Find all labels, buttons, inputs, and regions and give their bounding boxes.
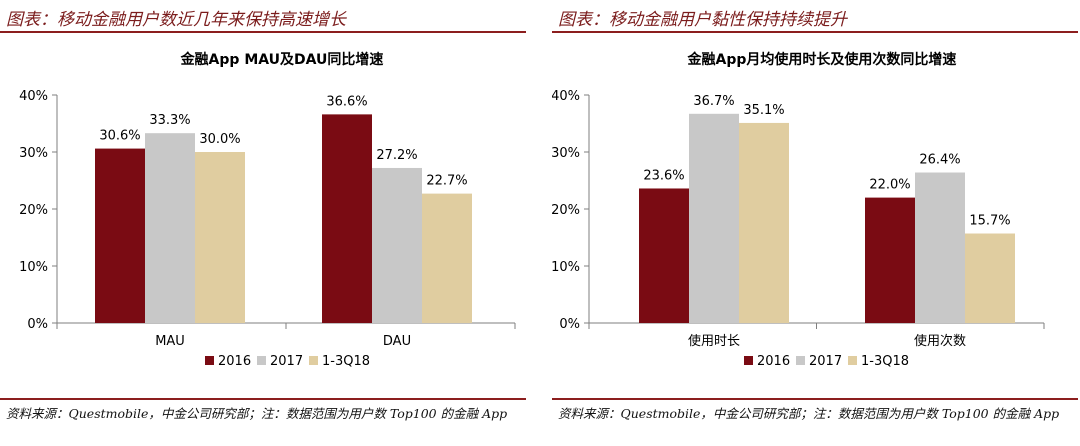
data-label: 26.4% — [919, 153, 960, 168]
source-note: 资料来源：Questmobile，中金公司研究部；注：数据范围为用户数 Top1… — [558, 406, 1060, 421]
legend-label: 1-3Q18 — [861, 354, 909, 369]
bar-1-3Q18-使用时长 — [739, 122, 789, 324]
bar-2016-使用时长 — [639, 188, 689, 323]
title-divider — [0, 31, 526, 33]
data-label: 23.6% — [643, 168, 684, 183]
x-category-label: 使用时长 — [688, 333, 740, 349]
left-panel: 图表：移动金融用户数近几年来保持高速增长 金融App MAU及DAU同比增速 0%… — [0, 0, 526, 446]
title-divider — [552, 31, 1078, 33]
y-tick-label: 10% — [552, 260, 580, 275]
data-label: 36.7% — [693, 94, 734, 109]
bar-1-3Q18-使用次数 — [965, 233, 1015, 323]
legend-label: 2016 — [757, 354, 790, 369]
source-divider — [0, 398, 526, 400]
chart-title: 金融App月均使用时长及使用次数同比增速 — [687, 51, 957, 68]
legend-label: 2017 — [270, 354, 303, 369]
legend-swatch-2016 — [205, 356, 214, 365]
bar-1-3Q18-DAU — [422, 193, 472, 323]
bar-2016-使用次数 — [865, 197, 915, 323]
y-tick-label: 30% — [552, 146, 580, 161]
legend-swatch-1-3Q18 — [309, 356, 318, 365]
legend-swatch-2017 — [257, 356, 266, 365]
y-tick-label: 0% — [27, 317, 48, 332]
y-tick-label: 20% — [19, 203, 48, 218]
data-label: 33.3% — [149, 113, 190, 128]
legend-label: 2016 — [218, 354, 251, 369]
bar-1-3Q18-MAU — [195, 152, 245, 323]
source-divider — [552, 398, 1078, 400]
figure-title: 图表：移动金融用户黏性保持持续提升 — [558, 10, 847, 30]
y-tick-label: 20% — [552, 203, 580, 218]
legend-swatch-2017 — [796, 356, 805, 365]
x-category-label: DAU — [383, 334, 411, 349]
bar-2017-使用次数 — [915, 172, 965, 323]
data-label: 36.6% — [326, 94, 367, 109]
bar-2016-DAU — [322, 114, 372, 323]
mau-dau-chart: 金融App MAU及DAU同比增速 0% 10% 20% 30% 40% 30.6% 33.3… — [19, 51, 516, 369]
y-tick-label: 40% — [19, 89, 48, 104]
bar-2017-MAU — [145, 133, 195, 323]
legend-swatch-2016 — [744, 356, 753, 365]
y-tick-label: 40% — [552, 89, 580, 104]
figure-title: 图表：移动金融用户数近几年来保持高速增长 — [6, 10, 346, 30]
source-note: 资料来源：Questmobile，中金公司研究部；注：数据范围为用户数 Top1… — [6, 406, 508, 421]
bar-2017-使用时长 — [689, 113, 739, 323]
x-category-label: 使用次数 — [914, 333, 966, 349]
y-tick-label: 0% — [559, 317, 580, 332]
right-panel: 图表：移动金融用户黏性保持持续提升 金融App月均使用时长及使用次数同比增速 0%… — [552, 0, 1078, 446]
data-label: 35.1% — [743, 103, 784, 118]
data-label: 15.7% — [969, 214, 1010, 229]
data-label: 22.7% — [426, 174, 467, 189]
bar-2017-DAU — [372, 167, 422, 323]
x-category-label: MAU — [155, 334, 185, 349]
data-label: 27.2% — [376, 148, 417, 163]
data-label: 22.0% — [869, 178, 910, 193]
data-label: 30.0% — [199, 132, 240, 147]
legend-swatch-1-3Q18 — [848, 356, 857, 365]
legend-label: 1-3Q18 — [322, 354, 370, 369]
usage-duration-frequency-chart: 金融App月均使用时长及使用次数同比增速 0% 10% 20% 30% 40% 23.6% 3… — [552, 51, 1045, 369]
data-label: 30.6% — [99, 129, 140, 144]
chart-title: 金融App MAU及DAU同比增速 — [180, 51, 384, 68]
legend-label: 2017 — [809, 354, 842, 369]
y-tick-label: 30% — [19, 146, 48, 161]
bar-2016-MAU — [95, 148, 145, 323]
y-tick-label: 10% — [19, 260, 48, 275]
